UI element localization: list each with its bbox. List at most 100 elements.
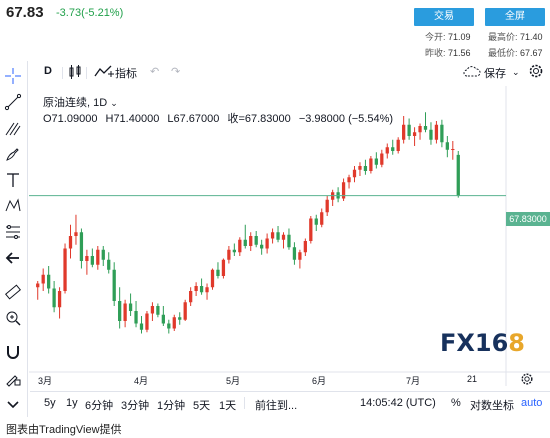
range-6min[interactable]: 6分钟 — [85, 400, 114, 412]
stat-open: 今开: 71.09 — [425, 32, 471, 42]
back-arrow-icon[interactable] — [2, 247, 24, 269]
candle-body — [90, 256, 94, 265]
magnet-icon[interactable] — [2, 341, 24, 363]
undo-icon[interactable]: ↶ — [150, 66, 160, 78]
symbol-label[interactable]: 原油连续, 1D — [43, 97, 108, 109]
legend-high: H71.40000 — [105, 113, 160, 125]
trend-line-icon[interactable] — [2, 91, 24, 113]
pattern-icon[interactable] — [2, 195, 24, 217]
candle-body — [249, 236, 253, 246]
candle-body — [276, 232, 280, 240]
legend-low: L67.67000 — [167, 113, 220, 125]
zoom-in-icon[interactable] — [2, 307, 24, 329]
candle-body — [287, 234, 291, 248]
x-tick: 5月 — [226, 376, 241, 386]
candle-body — [41, 274, 45, 284]
candle-body — [167, 323, 171, 329]
ruler-icon[interactable] — [2, 281, 24, 303]
x-tick: 3月 — [38, 376, 53, 386]
candle-body — [265, 238, 269, 249]
drawing-toolbar — [0, 61, 28, 417]
candle-body — [254, 236, 258, 245]
legend-symbol: 原油连续, 1D ⌄ — [43, 94, 118, 110]
chevron-down-icon[interactable]: ⌄ — [512, 67, 520, 77]
candle-body — [445, 142, 449, 150]
save-button[interactable]: 保存 — [484, 68, 506, 80]
redo-icon[interactable]: ↷ — [171, 66, 181, 78]
candle-style-icon[interactable] — [68, 64, 82, 83]
candle-body — [456, 154, 460, 196]
goto-date-button[interactable]: 前往到... — [255, 400, 298, 412]
time-axis-settings-icon[interactable] — [520, 372, 534, 391]
settings-gear-icon[interactable] — [528, 63, 544, 82]
cloud-icon[interactable] — [463, 64, 481, 81]
stat-low: 最低价: 67.67 — [488, 48, 543, 58]
x-tick: 4月 — [134, 376, 149, 386]
candle-body — [391, 147, 395, 151]
candle-body — [178, 317, 182, 320]
candle-body — [341, 182, 346, 199]
brush-icon[interactable] — [2, 143, 24, 165]
candle-body — [402, 124, 406, 140]
range-5y[interactable]: 5y — [44, 397, 56, 409]
candle-body — [101, 249, 105, 260]
candle-body — [172, 317, 176, 329]
candle-body — [309, 218, 313, 241]
crosshair-icon[interactable] — [2, 65, 24, 87]
range-1y[interactable]: 1y — [66, 397, 78, 409]
candle-body — [451, 149, 455, 150]
percent-toggle[interactable]: % — [451, 397, 461, 409]
chart-toolbar: D 指标 ↶ ↷ 保存 ⌄ — [30, 61, 550, 85]
candle-body — [418, 126, 422, 133]
candle-body — [281, 234, 286, 240]
candle-body — [199, 286, 204, 293]
candle-body — [156, 306, 160, 315]
candle-body — [320, 212, 324, 225]
candle-body — [260, 244, 264, 249]
fullscreen-button[interactable]: 全屏 — [485, 8, 545, 26]
range-5d[interactable]: 5天 — [193, 400, 211, 412]
candlestick-chart[interactable] — [29, 86, 550, 386]
candle-body — [112, 269, 116, 301]
x-tick: 6月 — [312, 376, 327, 386]
candle-body — [139, 323, 144, 330]
candle-body — [150, 306, 155, 314]
prediction-icon[interactable] — [2, 221, 24, 243]
chevron-down-icon[interactable]: ⌄ — [110, 98, 118, 108]
tradingview-credit: 图表由TradingView提供 — [6, 424, 122, 436]
candle-body — [107, 259, 111, 270]
candle-body — [68, 236, 73, 249]
clock-time[interactable]: 14:05:42 (UTC) — [360, 397, 436, 409]
candle-body — [79, 232, 84, 261]
indicators-icon[interactable] — [94, 64, 114, 81]
legend-open: O71.09000 — [43, 113, 98, 125]
toolbar-divider — [86, 67, 87, 79]
range-1d[interactable]: 1天 — [219, 400, 237, 412]
candle-body — [440, 124, 444, 143]
candle-body — [298, 252, 302, 260]
candle-body — [123, 303, 127, 321]
range-3min[interactable]: 3分钟 — [121, 400, 150, 412]
text-tool-icon[interactable] — [2, 169, 24, 191]
candle-body — [74, 232, 78, 236]
lock-drawings-icon[interactable] — [2, 367, 24, 389]
interval-selector[interactable]: D — [44, 65, 52, 77]
log-scale-toggle[interactable]: 对数坐标 — [470, 400, 514, 412]
chart-pane[interactable]: 原油连续, 1D ⌄ O71.09000 H71.40000 L67.67000… — [29, 86, 550, 386]
candle-body — [96, 249, 100, 265]
candle-body — [183, 302, 187, 320]
fib-tool-icon[interactable] — [2, 117, 24, 139]
candle-body — [36, 283, 40, 288]
candle-body — [270, 232, 275, 239]
collapse-toolbar-icon[interactable] — [2, 393, 24, 415]
candle-body — [52, 288, 56, 308]
candle-body — [238, 239, 242, 253]
indicators-button[interactable]: 指标 — [115, 68, 137, 80]
auto-scale-toggle[interactable]: auto — [521, 397, 543, 409]
candle-body — [145, 313, 149, 330]
trade-button[interactable]: 交易 — [414, 8, 474, 26]
candle-body — [412, 132, 417, 136]
range-1min[interactable]: 1分钟 — [157, 400, 186, 412]
legend-change: −3.98000 (−5.54%) — [298, 113, 394, 125]
candle-body — [369, 158, 373, 171]
